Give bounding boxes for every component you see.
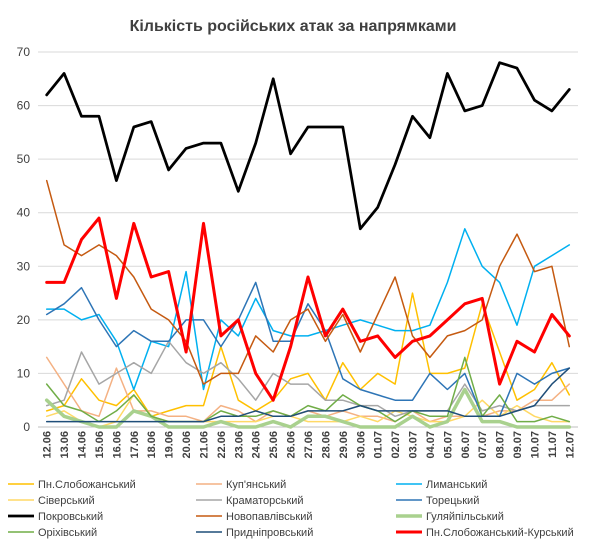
x-tick-label: 14.06: [77, 431, 89, 459]
x-tick-label: 11.07: [547, 431, 559, 458]
series-line-8: [44, 387, 572, 429]
x-tick-label: 03.07: [408, 431, 420, 459]
x-tick-label: 06.07: [460, 431, 472, 459]
x-tick-label: 26.06: [286, 431, 298, 459]
x-tick-label: 19.06: [164, 431, 176, 459]
x-tick-label: 04.07: [425, 431, 437, 459]
series-line-11: [45, 216, 571, 402]
y-tick-label: 0: [23, 420, 30, 434]
legend-label: Пн.Слобожанський-Курський: [426, 527, 574, 539]
y-tick-label: 70: [17, 45, 31, 59]
legend-label: Покровський: [38, 511, 103, 523]
x-tick-label: 08.07: [495, 431, 507, 459]
legend: Пн.Слобожанський Куп'янський Лиманський Сів…: [8, 479, 574, 539]
legend-label: Торецький: [426, 495, 479, 507]
x-tick-label: 02.07: [390, 431, 402, 459]
y-tick-label: 60: [17, 99, 31, 113]
x-tick-label: 20.06: [181, 431, 193, 459]
x-tick-label: 12.07: [564, 431, 576, 459]
x-tick-label: 12.06: [42, 431, 54, 459]
legend-label: Новопавлівський: [226, 511, 312, 523]
x-tick-label: 22.06: [216, 431, 228, 459]
x-tick-label: 13.06: [59, 431, 71, 459]
x-tick-label: 28.06: [320, 431, 332, 459]
series-line-10: [45, 367, 571, 423]
y-axis-ticks: 0 10 20 30 40 50 60 70: [17, 45, 31, 434]
legend-label: Оріхівський: [38, 527, 97, 539]
series-line-7: [45, 179, 571, 385]
x-tick-label: 17.06: [129, 431, 141, 459]
x-tick-label: 18.06: [146, 431, 158, 459]
x-tick-label: 09.07: [512, 431, 524, 459]
x-tick-label: 10.07: [529, 431, 541, 459]
legend-label: Сіверський: [38, 495, 95, 507]
series-line-4: [45, 340, 571, 418]
x-tick-label: 29.06: [338, 431, 350, 459]
y-tick-label: 20: [17, 313, 31, 327]
x-tick-label: 15.06: [94, 431, 106, 459]
chart-title: Кількість російських атак за напрямками: [130, 18, 457, 35]
legend-label: Придніпровський: [226, 527, 313, 539]
legend-label: Куп'янський: [226, 479, 286, 491]
y-tick-label: 50: [17, 152, 31, 166]
legend-label: Лиманський: [426, 479, 487, 491]
x-tick-label: 07.07: [477, 431, 489, 459]
series-line-6: [45, 61, 571, 231]
x-tick-label: 21.06: [198, 431, 210, 459]
legend-label: Гуляйпільський: [426, 511, 504, 523]
plot-area: [44, 61, 572, 429]
x-tick-label: 30.06: [355, 431, 367, 459]
x-tick-label: 24.06: [251, 431, 263, 459]
x-tick-label: 25.06: [268, 431, 280, 459]
x-tick-label: 05.07: [442, 431, 454, 459]
x-tick-label: 01.07: [373, 431, 385, 459]
legend-label: Пн.Слобожанський: [38, 479, 136, 491]
x-tick-label: 23.06: [233, 431, 245, 459]
y-tick-label: 40: [17, 206, 31, 220]
x-tick-label: 16.06: [111, 431, 123, 459]
x-axis-ticks: 12.06 13.06 14.06 15.06 16.06 17.06 18.06 19.06…: [42, 431, 577, 459]
y-tick-label: 30: [17, 259, 31, 273]
legend-label: Краматорський: [226, 495, 304, 507]
x-tick-label: 27.06: [303, 431, 315, 459]
series-line-2: [45, 228, 571, 391]
y-tick-label: 10: [17, 366, 31, 380]
